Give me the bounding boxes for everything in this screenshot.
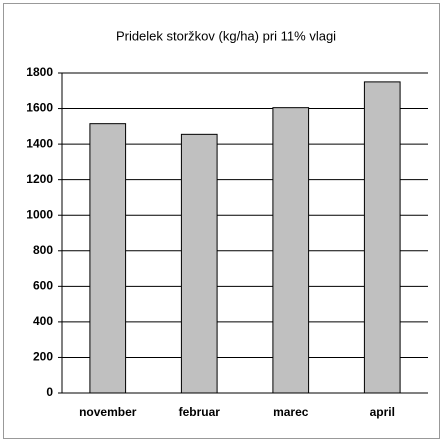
y-tick-label: 200 [33, 350, 53, 364]
y-tick-label: 1600 [26, 101, 53, 115]
y-tick-label: 600 [33, 279, 53, 293]
bar [363, 81, 401, 394]
y-tick-label: 800 [33, 243, 53, 257]
bar [272, 107, 310, 394]
y-tick-label: 0 [46, 385, 53, 399]
bar [180, 133, 218, 394]
y-tick-label: 1800 [26, 65, 53, 79]
y-tick-label: 1200 [26, 172, 53, 186]
x-tick-label: marec [273, 405, 309, 419]
x-tick-label: april [370, 405, 395, 419]
bar [89, 123, 127, 394]
chart-title: Pridelek storžkov (kg/ha) pri 11% vlagi [116, 28, 336, 43]
y-tick-label: 1400 [26, 136, 53, 150]
y-tick-label: 1000 [26, 207, 53, 221]
y-tick-label: 400 [33, 314, 53, 328]
x-tick-label: februar [179, 405, 221, 419]
x-tick-label: november [79, 405, 137, 419]
